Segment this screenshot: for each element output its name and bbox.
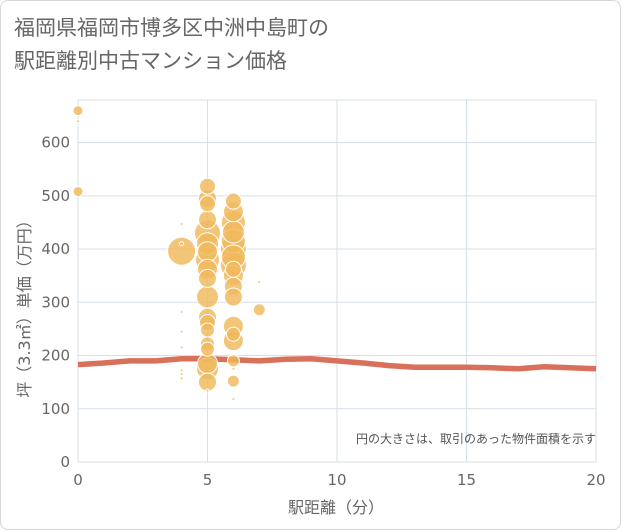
grid-lines	[77, 99, 597, 463]
scatter-point	[179, 372, 184, 377]
y-tick-label: 500	[41, 187, 70, 205]
scatter-point	[223, 287, 243, 307]
y-tick-label: 400	[41, 240, 70, 258]
trend-line-group	[77, 355, 597, 372]
x-tick-label: 5	[203, 471, 213, 489]
scatter-point	[179, 241, 185, 247]
scatter-point	[76, 119, 80, 124]
x-tick-label: 15	[457, 471, 476, 489]
scatter-point	[231, 366, 236, 371]
scatter-point	[179, 345, 184, 350]
bubble-group	[72, 105, 266, 402]
scatter-point	[179, 222, 184, 227]
chart-title: 福岡県福岡市博多区中洲中島町の 駅距離別中古マンション価格	[14, 12, 604, 78]
scatter-point	[179, 376, 184, 381]
x-axis-label: 駅距離（分）	[288, 498, 384, 517]
scatter-point	[179, 309, 184, 314]
y-axis-label: 坪（3.3㎡）単価（万円）	[15, 212, 34, 397]
scatter-point	[200, 322, 215, 338]
trend-line	[77, 355, 597, 372]
scatter-point	[179, 368, 184, 373]
scatter-point	[198, 210, 217, 230]
y-tick-label: 100	[41, 400, 70, 418]
y-tick-label: 200	[41, 347, 70, 365]
y-tick-label: 0	[60, 453, 70, 471]
scatter-point	[196, 285, 219, 309]
scatter-point	[226, 374, 240, 388]
scatter-point	[224, 260, 242, 278]
scatter-point	[72, 105, 84, 117]
x-tick-label: 20	[586, 471, 605, 489]
y-tick-label: 600	[41, 134, 70, 152]
scatter-point	[199, 177, 216, 195]
chart-title-line1: 福岡県福岡市博多区中洲中島町の	[14, 16, 329, 40]
chart-title-line2: 駅距離別中古マンション価格	[14, 49, 287, 73]
scatter-point	[198, 372, 217, 392]
size-annotation: 円の大きさは、取引のあった物件面積を示す	[356, 431, 596, 446]
scatter-point	[197, 241, 218, 263]
scatter-point	[205, 388, 210, 393]
x-tick-label: 10	[327, 471, 346, 489]
scatter-point	[72, 186, 84, 198]
scatter-point	[224, 192, 242, 210]
scatter-point	[179, 329, 184, 334]
scatter-point	[231, 397, 236, 402]
scatter-point	[199, 195, 216, 213]
scatter-point	[226, 354, 240, 368]
scatter-point	[257, 280, 262, 285]
y-tick-label: 300	[41, 293, 70, 311]
scatter-point	[200, 341, 215, 357]
scatter-point	[225, 326, 241, 342]
scatter-point	[221, 220, 245, 244]
scatter-point	[252, 303, 266, 317]
x-tick-label: 0	[73, 471, 83, 489]
scatter-point	[198, 268, 217, 288]
scatter-point	[167, 236, 197, 266]
